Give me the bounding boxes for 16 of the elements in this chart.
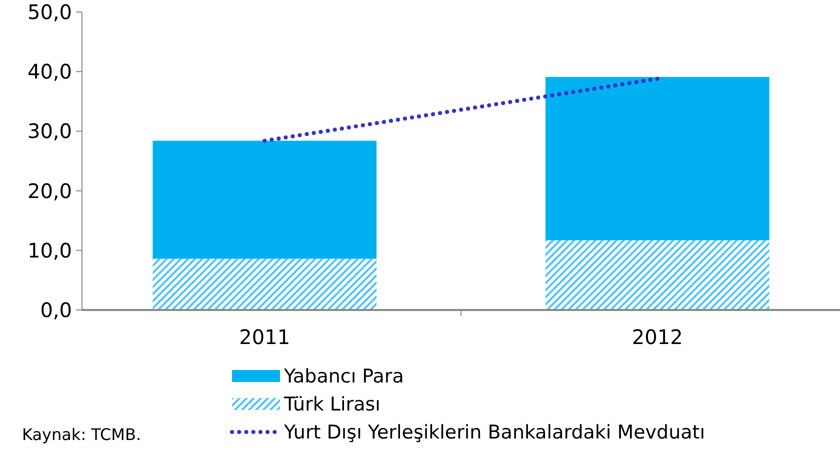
text: Kaynak: TCMB. (22, 425, 142, 444)
y-tick-label: 30,0 (27, 119, 72, 144)
bar (152, 140, 377, 259)
y-tick-label: 40,0 (27, 60, 72, 84)
y-tick-label: 10,0 (27, 238, 72, 262)
x-tick-label: 2012 (632, 325, 683, 349)
bar (545, 240, 770, 310)
bar (545, 76, 770, 240)
y-tick-label: 0,0 (40, 298, 72, 322)
legend-label: Yurt Dışı Yerleşiklerin Bankalardaki Mevduatı (283, 422, 706, 444)
y-tick-label: 20,0 (27, 178, 72, 203)
y-tick-label: 50,0 (27, 0, 72, 24)
legend-label: Yabancı Para (283, 366, 404, 388)
x-tick-label: 2011 (239, 325, 290, 349)
bar (152, 258, 377, 310)
legend-label: Türk Lirası (283, 394, 380, 416)
